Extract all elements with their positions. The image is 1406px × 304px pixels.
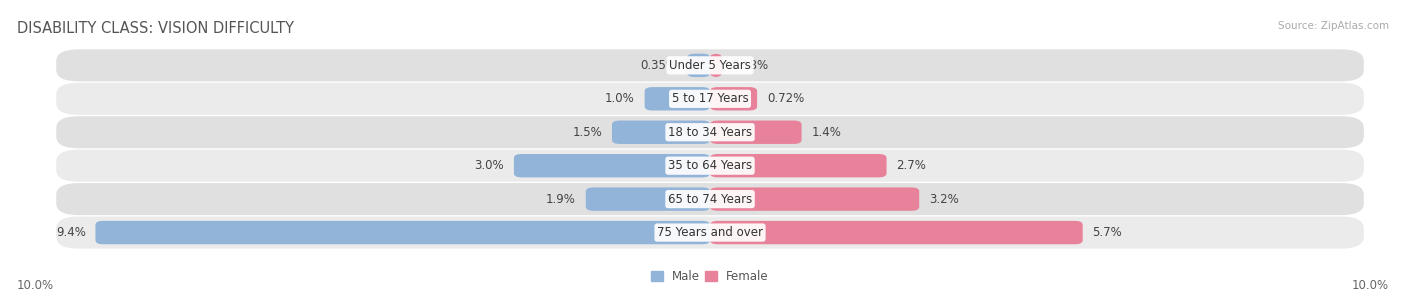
FancyBboxPatch shape — [96, 221, 710, 244]
Text: 10.0%: 10.0% — [1353, 279, 1389, 292]
FancyBboxPatch shape — [56, 183, 1364, 215]
FancyBboxPatch shape — [644, 87, 710, 111]
Text: DISABILITY CLASS: VISION DIFFICULTY: DISABILITY CLASS: VISION DIFFICULTY — [17, 21, 294, 36]
Text: 75 Years and over: 75 Years and over — [657, 226, 763, 239]
Text: 3.0%: 3.0% — [474, 159, 505, 172]
FancyBboxPatch shape — [688, 54, 710, 77]
Text: 1.0%: 1.0% — [605, 92, 636, 105]
FancyBboxPatch shape — [515, 154, 710, 177]
FancyBboxPatch shape — [710, 187, 920, 211]
FancyBboxPatch shape — [612, 121, 710, 144]
FancyBboxPatch shape — [56, 216, 1364, 249]
Legend: Male, Female: Male, Female — [647, 265, 773, 288]
FancyBboxPatch shape — [56, 116, 1364, 148]
Text: Under 5 Years: Under 5 Years — [669, 59, 751, 72]
Text: 65 to 74 Years: 65 to 74 Years — [668, 193, 752, 206]
Text: 35 to 64 Years: 35 to 64 Years — [668, 159, 752, 172]
FancyBboxPatch shape — [56, 49, 1364, 81]
FancyBboxPatch shape — [710, 221, 1083, 244]
Text: Source: ZipAtlas.com: Source: ZipAtlas.com — [1278, 21, 1389, 31]
Text: 5 to 17 Years: 5 to 17 Years — [672, 92, 748, 105]
Text: 1.9%: 1.9% — [546, 193, 576, 206]
Text: 9.4%: 9.4% — [56, 226, 86, 239]
Text: 5.7%: 5.7% — [1092, 226, 1122, 239]
Text: 2.7%: 2.7% — [897, 159, 927, 172]
FancyBboxPatch shape — [56, 150, 1364, 182]
Text: 1.5%: 1.5% — [572, 126, 602, 139]
Text: 0.72%: 0.72% — [766, 92, 804, 105]
Text: 10.0%: 10.0% — [17, 279, 53, 292]
FancyBboxPatch shape — [56, 83, 1364, 115]
FancyBboxPatch shape — [710, 54, 721, 77]
FancyBboxPatch shape — [710, 121, 801, 144]
FancyBboxPatch shape — [586, 187, 710, 211]
Text: 0.18%: 0.18% — [731, 59, 769, 72]
Text: 1.4%: 1.4% — [811, 126, 841, 139]
Text: 3.2%: 3.2% — [929, 193, 959, 206]
Text: 18 to 34 Years: 18 to 34 Years — [668, 126, 752, 139]
FancyBboxPatch shape — [710, 154, 887, 177]
FancyBboxPatch shape — [710, 87, 756, 111]
Text: 0.35%: 0.35% — [640, 59, 678, 72]
